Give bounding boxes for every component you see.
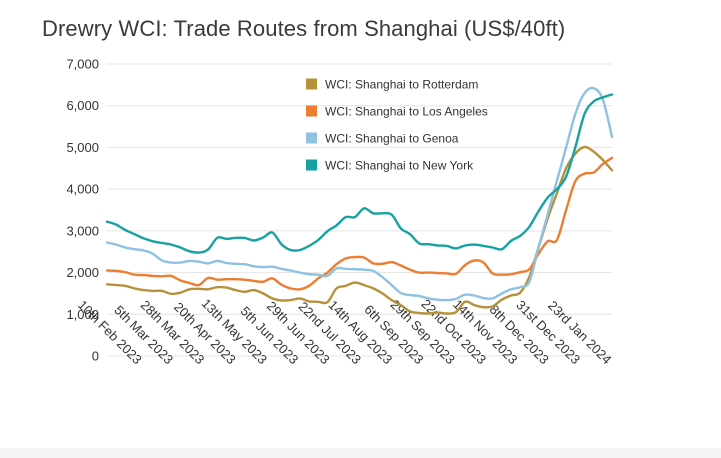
legend-label: WCI: Shanghai to New York [325, 159, 474, 173]
gridlines [107, 63, 612, 357]
y-tick-label: 6,000 [66, 98, 99, 113]
legend-item: WCI: Shanghai to Los Angeles [306, 105, 488, 119]
y-tick-label: 0 [92, 349, 99, 364]
y-tick-label: 2,000 [66, 265, 99, 280]
y-tick-label: 3,000 [66, 223, 99, 238]
legend-swatch [306, 105, 317, 117]
chart-card: Drewry WCI: Trade Routes from Shanghai (… [42, 16, 615, 368]
y-axis-ticks: 0 1,000 2,000 3,000 4,000 5,000 6,000 7,000 [66, 57, 99, 364]
series-lines [105, 86, 614, 315]
y-tick-label: 1,000 [66, 307, 99, 322]
legend-item: WCI: Shanghai to Genoa [306, 132, 459, 146]
y-tick-label: 5,000 [66, 140, 99, 155]
y-tick-label: 7,000 [66, 57, 99, 72]
footer-bar [0, 448, 721, 458]
series-line-wci-shanghai-to-los-angeles [105, 156, 614, 291]
legend-swatch [306, 132, 317, 144]
legend-label: WCI: Shanghai to Rotterdam [325, 78, 478, 92]
legend-swatch [306, 78, 317, 90]
legend-label: WCI: Shanghai to Genoa [325, 132, 459, 146]
legend: WCI: Shanghai to Rotterdam WCI: Shanghai … [306, 78, 488, 173]
series-line-wci-shanghai-to-new-york [105, 93, 614, 254]
legend-item: WCI: Shanghai to Rotterdam [306, 78, 478, 92]
line-chart: 0 1,000 2,000 3,000 4,000 5,000 6,000 7,000 10t… [66, 57, 615, 368]
series-line-wci-shanghai-to-genoa [105, 86, 614, 302]
series-line-wci-shanghai-to-rotterdam [105, 145, 614, 315]
legend-swatch [306, 159, 317, 171]
legend-item: WCI: Shanghai to New York [306, 159, 474, 173]
y-tick-label: 4,000 [66, 182, 99, 197]
legend-label: WCI: Shanghai to Los Angeles [325, 105, 488, 119]
chart-title: Drewry WCI: Trade Routes from Shanghai (… [42, 16, 566, 41]
